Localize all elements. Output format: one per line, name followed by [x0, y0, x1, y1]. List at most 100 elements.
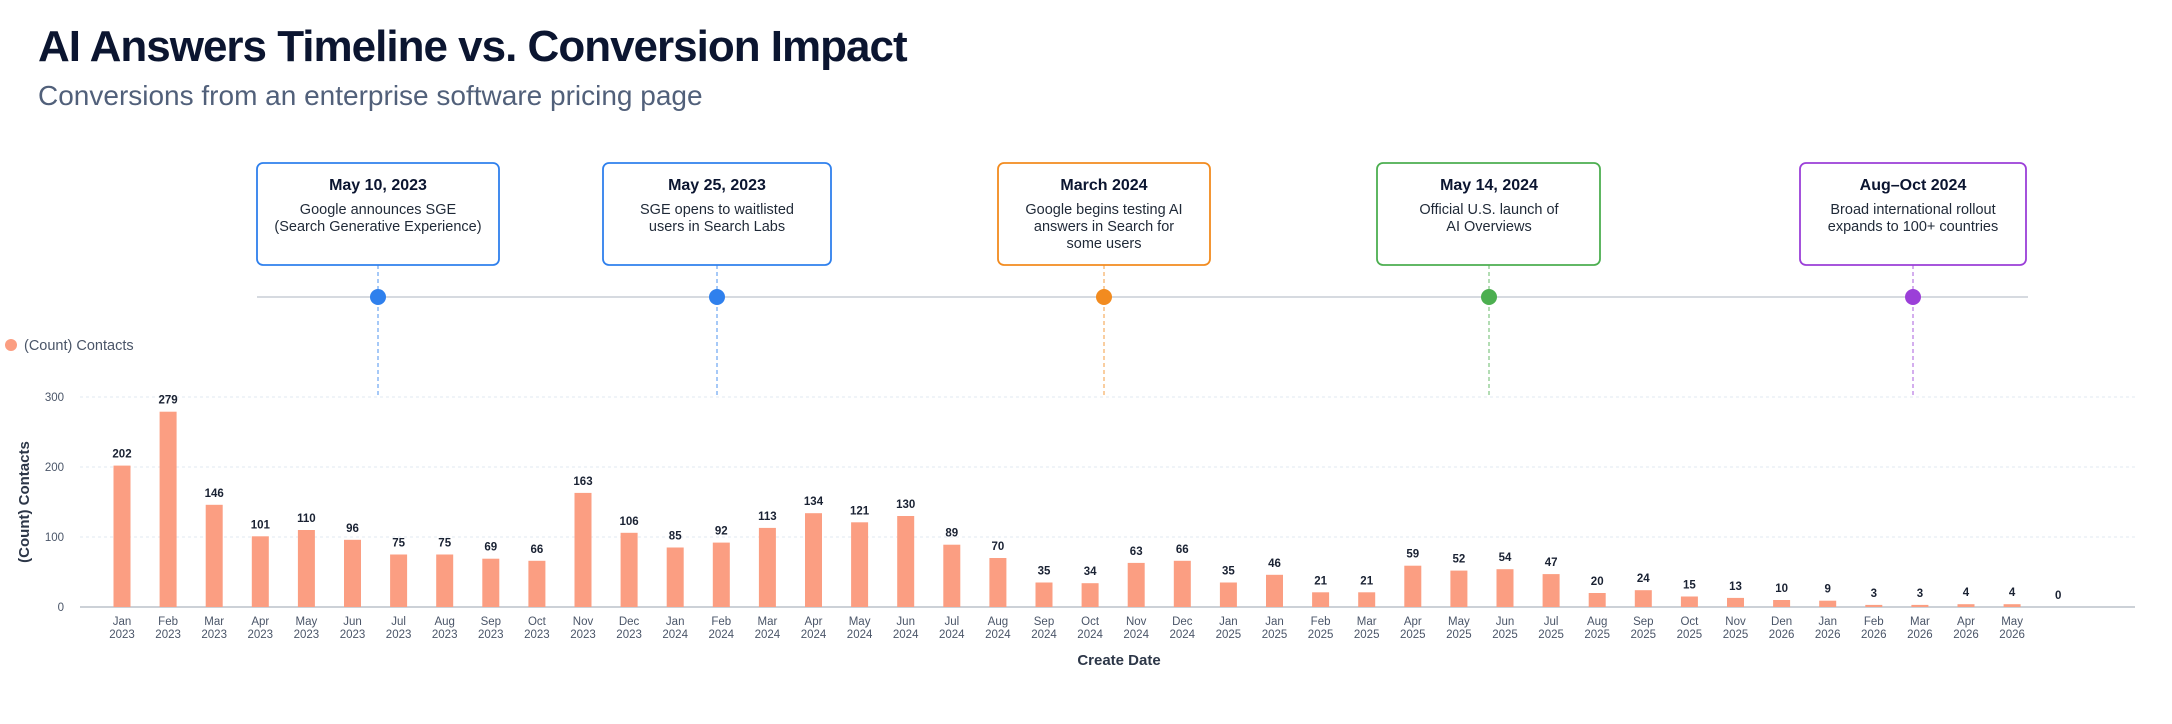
- x-tick-month: May: [296, 616, 318, 628]
- data-label: 66: [531, 544, 544, 556]
- x-tick-month: Jul: [1544, 616, 1559, 628]
- data-label: 35: [1038, 566, 1051, 578]
- data-label: 113: [758, 511, 777, 523]
- bar: [1219, 582, 1237, 607]
- data-label: 10: [1775, 583, 1788, 595]
- x-tick-month: Apr: [1404, 616, 1422, 628]
- bar: [297, 530, 315, 607]
- x-tick-month: Jul: [391, 616, 406, 628]
- bar: [1450, 570, 1468, 607]
- event-description: users in Search Labs: [649, 219, 785, 235]
- x-tick-year: 2023: [386, 629, 412, 641]
- x-tick-month: Sep: [481, 616, 501, 628]
- x-tick-month: Jun: [343, 616, 362, 628]
- x-tick-year: 2026: [1861, 629, 1887, 641]
- x-tick-month: Feb: [158, 616, 178, 628]
- bar: [251, 536, 269, 607]
- data-label: 69: [484, 542, 497, 554]
- bar: [436, 554, 454, 607]
- event-marker: [1905, 289, 1921, 305]
- x-tick-year: 2024: [801, 629, 827, 641]
- data-label: 75: [438, 538, 451, 550]
- x-tick-month: Apr: [1957, 616, 1975, 628]
- event-date: May 10, 2023: [329, 177, 427, 194]
- bar: [1680, 596, 1698, 607]
- x-tick-month: Mar: [1357, 616, 1377, 628]
- data-label: 21: [1360, 575, 1373, 587]
- event-card: [1799, 162, 2027, 266]
- data-label: 13: [1729, 581, 1742, 593]
- bar: [2003, 604, 2021, 607]
- bar: [159, 411, 177, 607]
- bar: [1542, 574, 1560, 607]
- data-label: 130: [896, 499, 915, 511]
- x-tick-year: 2024: [985, 629, 1011, 641]
- data-label: 106: [620, 516, 639, 528]
- bar: [482, 558, 500, 607]
- data-label: 202: [112, 449, 131, 461]
- data-label: 110: [297, 513, 316, 525]
- bar: [344, 539, 361, 607]
- x-tick-year: 2025: [1492, 629, 1518, 641]
- bar: [574, 492, 592, 607]
- x-tick-month: Feb: [1864, 616, 1884, 628]
- x-tick-year: 2025: [1584, 629, 1610, 641]
- x-tick-year: 2025: [1262, 629, 1288, 641]
- x-tick-year: 2023: [570, 629, 596, 641]
- bar: [113, 465, 131, 607]
- x-tick-year: 2026: [1953, 629, 1979, 641]
- x-tick-month: Jun: [1496, 616, 1515, 628]
- x-tick-year: 2024: [939, 629, 965, 641]
- data-label: 47: [1545, 557, 1558, 569]
- event-marker: [709, 289, 725, 305]
- bar: [1081, 583, 1099, 607]
- x-tick-month: May: [849, 616, 871, 628]
- x-tick-year: 2023: [524, 629, 550, 641]
- bar: [1358, 592, 1376, 607]
- x-axis-title: Create Date: [1077, 652, 1160, 669]
- x-tick-year: 2023: [432, 629, 458, 641]
- legend-label: (Count) Contacts: [24, 338, 134, 354]
- data-label: 96: [346, 523, 359, 535]
- x-tick-year: 2025: [1400, 629, 1426, 641]
- bar: [666, 547, 684, 607]
- x-tick-month: May: [1448, 616, 1470, 628]
- x-tick-year: 2024: [1123, 629, 1149, 641]
- x-tick-month: Den: [1771, 616, 1792, 628]
- x-tick-year: 2024: [1077, 629, 1103, 641]
- data-label: 3: [1871, 588, 1877, 600]
- x-tick-month: Nov: [1725, 616, 1746, 628]
- x-tick-month: Aug: [434, 616, 454, 628]
- event-card: [256, 162, 500, 266]
- x-tick-year: 2026: [1999, 629, 2025, 641]
- y-tick-label: 300: [45, 392, 64, 404]
- x-tick-month: Sep: [1034, 616, 1054, 628]
- event-description: answers in Search for: [1034, 219, 1174, 235]
- bar: [1634, 590, 1652, 607]
- bar: [528, 560, 546, 607]
- x-tick-year: 2025: [1354, 629, 1380, 641]
- bar: [805, 513, 822, 607]
- x-tick-month: Mar: [204, 616, 224, 628]
- x-tick-year: 2026: [1769, 629, 1795, 641]
- x-tick-year: 2023: [340, 629, 366, 641]
- event-card: [997, 162, 1211, 266]
- bar: [897, 516, 915, 607]
- event-card: [602, 162, 832, 266]
- x-tick-month: Aug: [1587, 616, 1607, 628]
- data-label: 4: [2009, 587, 2016, 599]
- event-card: [1376, 162, 1601, 266]
- data-label: 121: [850, 505, 870, 517]
- data-label: 3: [1917, 588, 1923, 600]
- bar: [851, 522, 869, 607]
- event-marker: [1096, 289, 1112, 305]
- event-description: Google begins testing AI: [1025, 202, 1182, 218]
- data-label: 21: [1314, 575, 1327, 587]
- event-date: Aug–Oct 2024: [1860, 177, 1967, 194]
- x-tick-year: 2025: [1308, 629, 1334, 641]
- bar: [205, 504, 223, 607]
- data-label: 15: [1683, 580, 1696, 592]
- x-tick-year: 2025: [1216, 629, 1242, 641]
- x-tick-year: 2023: [294, 629, 320, 641]
